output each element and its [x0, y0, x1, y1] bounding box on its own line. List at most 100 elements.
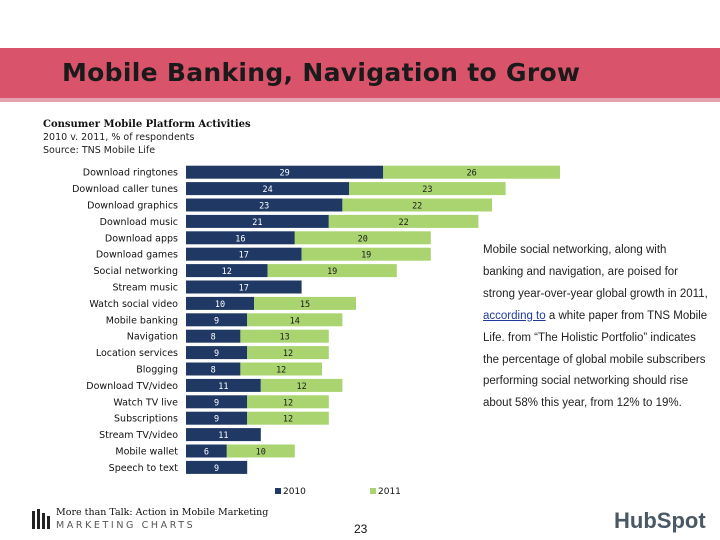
title-underline: [0, 98, 720, 102]
bar-2010: [186, 231, 295, 245]
category-label: Mobile banking: [106, 315, 178, 326]
data-label-2010: 9: [214, 316, 219, 326]
bar-2010: [186, 362, 241, 376]
data-label-2010: 21: [252, 218, 262, 228]
category-label: Watch social video: [89, 299, 178, 310]
chart-title: Consumer Mobile Platform Activities: [43, 119, 251, 130]
bar-2010: [186, 247, 302, 261]
data-label-2010: 16: [235, 234, 245, 244]
data-label-2011: 19: [327, 267, 337, 277]
bar-2010: [186, 280, 302, 294]
data-label-2010: 17: [239, 251, 249, 261]
bar-2011: [383, 165, 560, 179]
data-label-2011: 12: [283, 349, 293, 359]
data-label-2010: 23: [259, 202, 269, 212]
legend-label-2011: 2011: [378, 487, 401, 497]
data-label-2010: 11: [218, 382, 228, 392]
category-label: Location services: [96, 348, 178, 359]
bar-2011: [267, 264, 397, 278]
data-label-2011: 12: [276, 366, 286, 376]
chart-subtitle: 2010 v. 2011, % of respondents: [43, 132, 195, 143]
category-label: Download games: [96, 250, 178, 261]
data-label-2010: 9: [214, 349, 219, 359]
data-label-2010: 6: [204, 448, 209, 458]
category-label: Blogging: [136, 365, 178, 376]
hubspot-logo: HubSpot: [614, 508, 706, 533]
bar-2010: [186, 460, 248, 474]
category-label: Social networking: [94, 266, 178, 277]
bar-2011: [301, 247, 431, 261]
bar-2010: [186, 411, 248, 425]
bar-2011: [247, 313, 343, 327]
data-label-2011: 10: [256, 448, 266, 458]
chart-source: Source: TNS Mobile Life: [43, 145, 156, 156]
bar-2011: [342, 198, 492, 212]
bar-2011: [247, 411, 329, 425]
data-label-2010: 12: [222, 267, 232, 277]
bar-2011: [254, 296, 356, 310]
bar-2011: [328, 214, 479, 228]
category-label: Download ringtones: [83, 168, 178, 179]
bar-2010: [186, 346, 248, 360]
data-label-2010: 24: [262, 185, 272, 195]
data-label-2010: 11: [218, 431, 228, 441]
page-number: 23: [354, 522, 368, 536]
data-label-2010: 9: [214, 398, 219, 408]
data-label-2011: 12: [296, 382, 306, 392]
category-label: Mobile wallet: [115, 447, 178, 458]
bar-2011: [247, 395, 329, 409]
data-label-2010: 9: [214, 464, 219, 474]
bar-2010: [186, 182, 350, 196]
category-label: Navigation: [127, 332, 178, 343]
marketing-charts-logo: [32, 509, 50, 529]
category-label: Download apps: [105, 233, 178, 244]
data-label-2011: 13: [279, 333, 289, 343]
bar-2010: [186, 296, 254, 310]
bar-2010: [186, 198, 343, 212]
bar-2010: [186, 313, 248, 327]
category-label: Download music: [100, 217, 178, 228]
bar-2010: [186, 428, 261, 442]
data-label-2010: 29: [279, 169, 289, 179]
bar-2010: [186, 165, 384, 179]
category-label: Speech to text: [109, 463, 179, 474]
data-label-2010: 8: [211, 333, 216, 343]
category-label: Stream TV/video: [99, 430, 178, 441]
data-label-2011: 14: [290, 316, 300, 326]
bar-2011: [349, 182, 506, 196]
footer-publication: More than Talk: Action in Mobile Marketi…: [56, 507, 269, 518]
note-text-before: Mobile social networking, along with ban…: [483, 244, 708, 300]
data-label-2010: 10: [215, 300, 225, 310]
commentary-text: Mobile social networking, along with ban…: [483, 240, 708, 415]
note-text-after: a white paper from TNS Mobile Life. from…: [483, 309, 708, 410]
footer-brand-marketingcharts: MARKETING CHARTS: [56, 520, 196, 531]
data-label-2011: 20: [358, 234, 368, 244]
bar-2010: [186, 264, 268, 278]
data-label-2011: 15: [300, 300, 310, 310]
bar-2011: [240, 362, 322, 376]
bar-2010: [186, 214, 329, 228]
legend-label-2010: 2010: [283, 487, 306, 497]
data-label-2011: 26: [466, 169, 476, 179]
slide-title: Mobile Banking, Navigation to Grow: [62, 58, 581, 87]
category-label: Download caller tunes: [72, 184, 178, 195]
data-label-2011: 22: [398, 218, 408, 228]
category-label: Watch TV live: [113, 397, 178, 408]
source-link[interactable]: according to: [483, 309, 546, 322]
data-label-2011: 22: [412, 202, 422, 212]
data-label-2011: 23: [422, 185, 432, 195]
category-label: Download graphics: [87, 201, 178, 212]
data-label-2011: 12: [283, 398, 293, 408]
category-label: Subscriptions: [114, 414, 178, 425]
data-label-2011: 19: [361, 251, 371, 261]
bar-2011: [247, 346, 329, 360]
bar-2011: [260, 378, 343, 392]
bar-2011: [294, 231, 431, 245]
bar-2010: [186, 378, 261, 392]
data-label-2010: 9: [214, 415, 219, 425]
category-label: Stream music: [113, 283, 178, 294]
category-label: Download TV/video: [86, 381, 178, 392]
data-label-2010: 17: [239, 284, 249, 294]
legend-swatch-2011: [370, 488, 376, 494]
